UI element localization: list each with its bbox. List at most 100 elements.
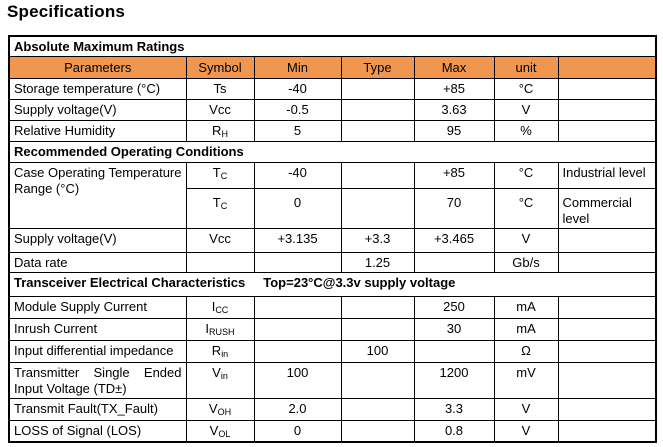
cell-max: 95 — [413, 120, 495, 142]
cell-min: -0.5 — [253, 99, 342, 121]
row-case-temperature-industrial: Case Operating Temperature Range (°C) TC… — [8, 162, 657, 229]
cell-note: Commercial level — [557, 188, 657, 229]
section-row-recommended-operating-conditions: Recommended Operating Conditions — [8, 141, 657, 163]
cell-note — [557, 420, 657, 442]
cell-type: 100 — [340, 340, 415, 363]
cell-max — [413, 252, 495, 273]
section-title-transceiver: Transceiver Electrical Characteristics To… — [8, 272, 657, 297]
row-relative-humidity: Relative Humidity RH 5 95 % — [8, 120, 657, 142]
cell-note: Industrial level — [557, 162, 657, 189]
cell-symbol: TC — [185, 188, 255, 229]
cell-type: 1.25 — [340, 252, 415, 273]
cell-max: 250 — [413, 296, 495, 319]
cell-unit: % — [493, 120, 559, 142]
cell-unit: Gb/s — [493, 252, 559, 273]
cell-symbol: Vcc — [185, 99, 255, 121]
cell-unit: V — [493, 420, 559, 442]
cell-symbol: IRUSH — [185, 318, 255, 341]
cell-type — [340, 362, 415, 399]
cell-min: -40 — [253, 162, 342, 189]
column-header-unit: unit — [493, 56, 559, 79]
cell-unit: °C — [493, 188, 559, 229]
row-transmitter-input-voltage: Transmitter Single Ended Input Voltage (… — [8, 362, 657, 399]
section-condition-text: Top=23°C@3.3v supply voltage — [263, 275, 456, 290]
cell-max: +3.465 — [413, 228, 495, 253]
cell-note — [557, 78, 657, 100]
column-header-max: Max — [413, 56, 495, 79]
cell-max: 1200 — [413, 362, 495, 399]
row-loss-of-signal: LOSS of Signal (LOS) VOL 0 0.8 V — [8, 420, 657, 442]
row-inrush-current: Inrush Current IRUSH 30 mA — [8, 318, 657, 341]
cell-unit: mA — [493, 318, 559, 341]
cell-max: 0.8 — [413, 420, 495, 442]
cell-max: 3.3 — [413, 398, 495, 421]
column-header-note — [557, 56, 657, 79]
column-header-min: Min — [253, 56, 342, 79]
cell-min — [253, 340, 342, 363]
cell-note — [557, 398, 657, 421]
cell-min: 0 — [253, 420, 342, 442]
specifications-table: Absolute Maximum Ratings Parameters Symb… — [8, 35, 657, 443]
cell-type — [340, 398, 415, 421]
row-supply-voltage-abs: Supply voltage(V) Vcc -0.5 3.63 V — [8, 99, 657, 121]
cell-note — [557, 120, 657, 142]
cell-note — [557, 99, 657, 121]
row-supply-voltage-roc: Supply voltage(V) Vcc +3.135 +3.3 +3.465… — [8, 228, 657, 253]
section-row-transceiver-electrical-characteristics: Transceiver Electrical Characteristics To… — [8, 272, 657, 297]
cell-type — [340, 318, 415, 341]
cell-param: LOSS of Signal (LOS) — [8, 420, 187, 442]
param-line-2: Input Voltage (TD±) — [14, 381, 127, 396]
cell-param: Case Operating Temperature Range (°C) — [8, 162, 187, 229]
cell-param: Data rate — [8, 252, 187, 273]
cell-type — [340, 120, 415, 142]
cell-unit: V — [493, 99, 559, 121]
cell-note — [557, 252, 657, 273]
cell-symbol: Ts — [185, 78, 255, 100]
column-header-symbol: Symbol — [185, 56, 255, 79]
column-header-type: Type — [340, 56, 415, 79]
cell-min: 0 — [253, 188, 342, 229]
column-header-row: Parameters Symbol Min Type Max unit — [8, 56, 657, 79]
column-header-parameters: Parameters — [8, 56, 187, 79]
cell-min: 2.0 — [253, 398, 342, 421]
cell-unit: V — [493, 398, 559, 421]
cell-type — [340, 99, 415, 121]
row-data-rate: Data rate 1.25 Gb/s — [8, 252, 657, 273]
cell-param: Module Supply Current — [8, 296, 187, 319]
section-title-text: Transceiver Electrical Characteristics — [14, 275, 246, 290]
cell-symbol: Vcc — [185, 228, 255, 253]
cell-min: 100 — [253, 362, 342, 399]
param-line-1: Transmitter Single Ended — [14, 365, 182, 380]
cell-unit: Ω — [493, 340, 559, 363]
cell-note — [557, 296, 657, 319]
cell-max: 3.63 — [413, 99, 495, 121]
cell-symbol: VOL — [185, 420, 255, 442]
cell-unit: V — [493, 228, 559, 253]
cell-unit: mA — [493, 296, 559, 319]
row-transmit-fault: Transmit Fault(TX_Fault) VOH 2.0 3.3 V — [8, 398, 657, 421]
row-module-supply-current: Module Supply Current ICC 250 mA — [8, 296, 657, 319]
param-line-1: Case Operating Temperature — [14, 165, 182, 180]
section-title-recommended: Recommended Operating Conditions — [8, 141, 657, 163]
cell-param: Storage temperature (°C) — [8, 78, 187, 100]
cell-max: 30 — [413, 318, 495, 341]
cell-param: Transmit Fault(TX_Fault) — [8, 398, 187, 421]
cell-symbol: TC — [185, 162, 255, 189]
cell-param: Inrush Current — [8, 318, 187, 341]
page-title: Specifications — [7, 2, 126, 21]
section-title-absolute: Absolute Maximum Ratings — [8, 35, 657, 57]
cell-symbol: Rin — [185, 340, 255, 363]
cell-type — [340, 78, 415, 100]
cell-type: +3.3 — [340, 228, 415, 253]
cell-param: Input differential impedance — [8, 340, 187, 363]
cell-note — [557, 228, 657, 253]
cell-max: +85 — [413, 78, 495, 100]
cell-max — [413, 340, 495, 363]
cell-symbol: Vin — [185, 362, 255, 399]
cell-min: -40 — [253, 78, 342, 100]
cell-note — [557, 340, 657, 363]
cell-type — [340, 420, 415, 442]
cell-min — [253, 252, 342, 273]
cell-min: +3.135 — [253, 228, 342, 253]
